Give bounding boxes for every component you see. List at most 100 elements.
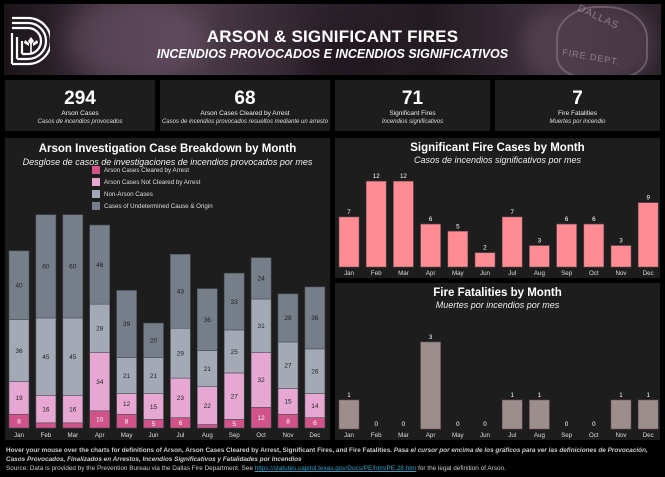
data-label: 7 bbox=[347, 209, 351, 216]
bar-segment[interactable] bbox=[35, 422, 57, 429]
data-label: 32 bbox=[257, 377, 265, 384]
x-tick-label: Dec bbox=[643, 270, 654, 277]
data-label: 6 bbox=[429, 216, 433, 223]
bar[interactable] bbox=[529, 399, 550, 430]
data-label: 46 bbox=[96, 262, 104, 269]
bar[interactable] bbox=[501, 216, 523, 268]
data-label: 27 bbox=[231, 393, 239, 400]
legend-item[interactable]: Non-Arson Cases bbox=[92, 188, 213, 200]
source-note-suffix: for the legal definition of Arson. bbox=[418, 465, 506, 472]
legend-swatch bbox=[92, 166, 100, 174]
data-label: 45 bbox=[69, 354, 77, 361]
bar[interactable] bbox=[420, 341, 441, 430]
bar-segment[interactable] bbox=[62, 214, 84, 319]
x-tick-label: Jul bbox=[508, 270, 516, 277]
x-tick-label: Nov bbox=[615, 270, 627, 277]
city-of-dallas-logo-icon bbox=[10, 16, 50, 66]
bar[interactable] bbox=[420, 223, 441, 268]
bar[interactable] bbox=[637, 399, 659, 430]
fire-fatalities-chart[interactable]: 1 Jan 0 Feb 0 Mar 3 Apr 0 May 0 Jun 1 Jul 1 Aug 0 Sep 0 Oct… bbox=[335, 283, 660, 440]
legend-label: Non-Arson Cases bbox=[104, 190, 153, 198]
bar[interactable] bbox=[610, 399, 632, 430]
bar[interactable] bbox=[637, 202, 659, 268]
data-label: 60 bbox=[69, 264, 77, 271]
x-tick-label: Aug bbox=[534, 432, 546, 439]
chart-title: Arson Investigation Case Breakdown by Mo… bbox=[38, 143, 297, 155]
data-label: 0 bbox=[483, 421, 487, 428]
bar[interactable] bbox=[474, 252, 496, 268]
data-label: 43 bbox=[177, 289, 185, 296]
data-label: 6 bbox=[313, 420, 317, 427]
bar-segment[interactable] bbox=[8, 250, 30, 320]
kpi-value: 294 bbox=[64, 88, 96, 109]
arson-breakdown-chart[interactable]: 8 19 36 40 Jan 16 45 60 Feb 16 45 60 Mar 10 34 28 46 Apr 8… bbox=[5, 138, 330, 440]
legend-item[interactable]: Arson Cases Cleared by Arrest bbox=[92, 164, 213, 176]
kpi-significant-fires[interactable]: 71 Significant Fires Incendios significa… bbox=[335, 80, 490, 131]
bar[interactable] bbox=[556, 223, 577, 268]
bar[interactable] bbox=[338, 399, 360, 430]
bar-segment[interactable] bbox=[197, 424, 218, 429]
bar-segment[interactable] bbox=[223, 272, 245, 331]
chart-subtitle: Desglose de casos de investigaciones de … bbox=[22, 157, 313, 167]
x-tick-label: Jun bbox=[480, 432, 491, 439]
banner-background-shape bbox=[304, 34, 384, 75]
bar-segment[interactable] bbox=[250, 257, 272, 300]
chart-subtitle: Casos de incendios significativos por me… bbox=[413, 155, 582, 165]
data-label: 5 bbox=[232, 421, 236, 428]
legend-item[interactable]: Arson Cases Not Cleared by Arrest bbox=[92, 176, 213, 188]
x-tick-label: May bbox=[452, 270, 465, 277]
x-tick-label: Dec bbox=[643, 432, 654, 439]
x-tick-label: Oct bbox=[256, 432, 266, 439]
bar-segment[interactable] bbox=[143, 322, 164, 358]
bar[interactable] bbox=[583, 223, 605, 268]
kpi-label-es: Casos de incendios provocados resueltos … bbox=[161, 119, 329, 125]
bar-segment[interactable] bbox=[277, 293, 299, 343]
bar[interactable] bbox=[393, 180, 414, 268]
bar[interactable] bbox=[529, 245, 550, 268]
data-label: 12 bbox=[257, 415, 265, 422]
bar-segment[interactable] bbox=[197, 288, 218, 351]
data-label: 6 bbox=[179, 420, 183, 427]
bar[interactable] bbox=[610, 245, 632, 268]
chart-title: Fire Fatalities by Month bbox=[433, 287, 562, 299]
x-tick-label: Feb bbox=[371, 432, 382, 439]
significant-fires-chart[interactable]: 7 Jan 12 Feb 12 Mar 6 Apr 5 May 2 Jun 7 Jul 3 Aug 6 Sep 6 O… bbox=[335, 138, 660, 278]
data-label: 0 bbox=[374, 421, 378, 428]
legend-item[interactable]: Cases of Undetermined Cause & Origin bbox=[92, 200, 213, 212]
fire-dept-patch-graphic bbox=[556, 6, 648, 75]
bar-segment[interactable] bbox=[62, 422, 84, 429]
header-banner: DALLAS FIRE DEPT. ARSON & SIGNIFICANT FI… bbox=[4, 4, 661, 75]
bar-segment[interactable] bbox=[170, 253, 191, 329]
kpi-fire-fatalities[interactable]: 7 Fire Fatalities Muertes por incendio bbox=[495, 80, 660, 131]
x-tick-label: Apr bbox=[426, 270, 436, 277]
legend-swatch bbox=[92, 178, 100, 186]
kpi-value: 7 bbox=[572, 88, 583, 109]
bar-segment[interactable] bbox=[35, 214, 57, 319]
bar-segment[interactable] bbox=[116, 290, 137, 358]
kpi-arson-cleared-by-arrest[interactable]: 68 Arson Cases Cleared by Arrest Casos d… bbox=[160, 80, 330, 131]
x-tick-label: Jan bbox=[14, 432, 25, 439]
bar-segment[interactable] bbox=[304, 286, 326, 350]
arson-definition-link[interactable]: https://statutes.capitol.texas.gov/Docs/… bbox=[254, 465, 417, 472]
chart-legend: Arson Cases Cleared by Arrest Arson Case… bbox=[92, 164, 213, 212]
footer-notes: Hover your mouse over the charts for def… bbox=[6, 446, 661, 473]
kpi-label: Arson Cases bbox=[61, 110, 99, 117]
bar[interactable] bbox=[365, 180, 387, 268]
data-label: 40 bbox=[15, 283, 23, 290]
data-label: 60 bbox=[42, 264, 50, 271]
data-label: 34 bbox=[96, 379, 104, 386]
data-label: 21 bbox=[150, 373, 158, 380]
data-label: 2 bbox=[483, 245, 487, 252]
data-label: 15 bbox=[150, 404, 158, 411]
data-label: 5 bbox=[456, 223, 460, 230]
data-label: 1 bbox=[538, 392, 542, 399]
bar[interactable] bbox=[447, 230, 469, 268]
legend-swatch bbox=[92, 202, 100, 210]
kpi-arson-cases[interactable]: 294 Arson Cases Casos de incendios provo… bbox=[5, 80, 155, 131]
x-tick-label: Apr bbox=[426, 432, 436, 439]
x-tick-label: Mar bbox=[398, 432, 409, 439]
bar[interactable] bbox=[338, 216, 360, 268]
bar[interactable] bbox=[501, 399, 523, 430]
bar-segment[interactable] bbox=[89, 224, 110, 305]
data-label: 20 bbox=[150, 338, 158, 345]
